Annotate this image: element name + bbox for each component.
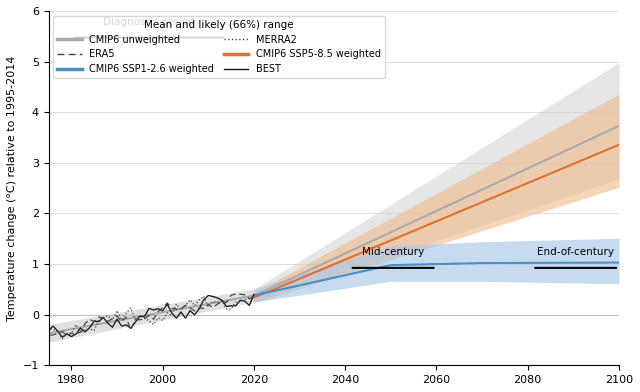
Text: Diagnostic period: Diagnostic period	[103, 17, 195, 27]
Legend: CMIP6 unweighted, ERA5, CMIP6 SSP1-2.6 weighted, MERRA2, CMIP6 SSP5-8.5 weighted: CMIP6 unweighted, ERA5, CMIP6 SSP1-2.6 w…	[54, 16, 385, 78]
Text: Mid-century: Mid-century	[362, 247, 424, 257]
Y-axis label: Temperature change (°C) relative to 1995-2014: Temperature change (°C) relative to 1995…	[7, 55, 17, 321]
Text: End-of-century: End-of-century	[537, 247, 614, 257]
